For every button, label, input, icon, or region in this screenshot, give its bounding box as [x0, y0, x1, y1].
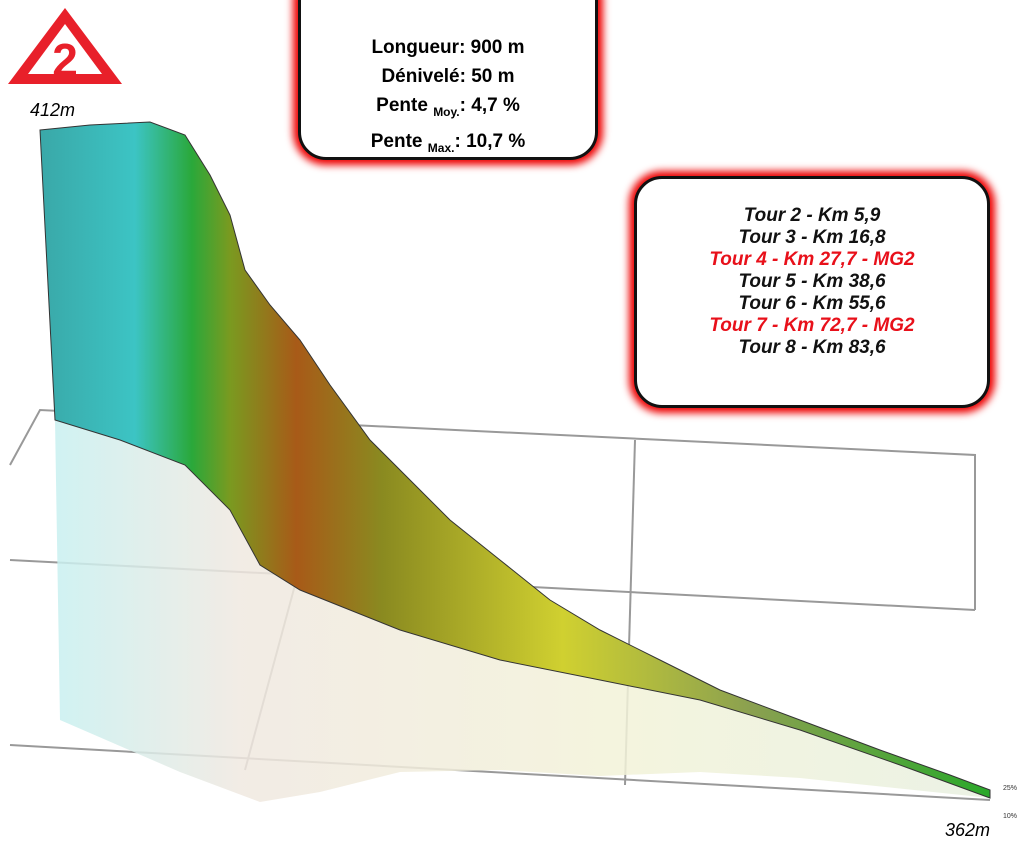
stat-row: Dénivelé: 50 m [301, 62, 595, 91]
slope-legend: 10% [1003, 813, 1017, 820]
lap-row: Tour 8 - Km 83,6 [738, 337, 886, 358]
stats-box: Longueur: 900 m Dénivelé: 50 m Pente Moy.:… [298, 0, 598, 160]
stat-value: : 4,7 % [459, 95, 520, 116]
lap-row: Tour 4 - Km 27,7 - MG2 [709, 249, 915, 270]
elevation-top: 412m [30, 100, 76, 120]
slope-legend: 25% [1003, 785, 1017, 792]
stat-row: Longueur: 900 m [301, 33, 595, 62]
lap-row: Tour 5 - Km 38,6 [738, 271, 886, 292]
lap-row: Tour 7 - Km 72,7 - MG2 [709, 315, 915, 336]
lap-row: Tour 2 - Km 5,9 [743, 205, 881, 226]
elevation-bottom: 362m [945, 820, 991, 840]
stat-label: Pente [376, 95, 428, 116]
stat-value: : 10,7 % [454, 130, 526, 152]
badge-inner [28, 24, 102, 74]
profile-face [39, 121, 991, 799]
stat-row: Pente Max.: 10,7 % [301, 127, 595, 163]
stat-value: : 900 m [459, 37, 525, 58]
stat-sub: Moy. [433, 104, 460, 119]
badge-number: 2 [52, 34, 78, 86]
stat-sub: Max. [427, 140, 455, 155]
lap-row: Tour 6 - Km 55,6 [738, 293, 886, 314]
profile-reflection [55, 420, 990, 802]
stat-value: : 50 m [459, 66, 515, 87]
stat-label: Longueur [371, 37, 460, 58]
lap-row: Tour 3 - Km 16,8 [738, 227, 886, 248]
laps-box: Tour 2 - Km 5,9 Tour 3 - Km 16,8 Tour 4 - … [634, 176, 990, 408]
stat-label: Pente [370, 130, 423, 152]
stat-row: Pente Moy.: 4,7 % [301, 91, 595, 127]
stat-label: Dénivelé [381, 66, 460, 87]
